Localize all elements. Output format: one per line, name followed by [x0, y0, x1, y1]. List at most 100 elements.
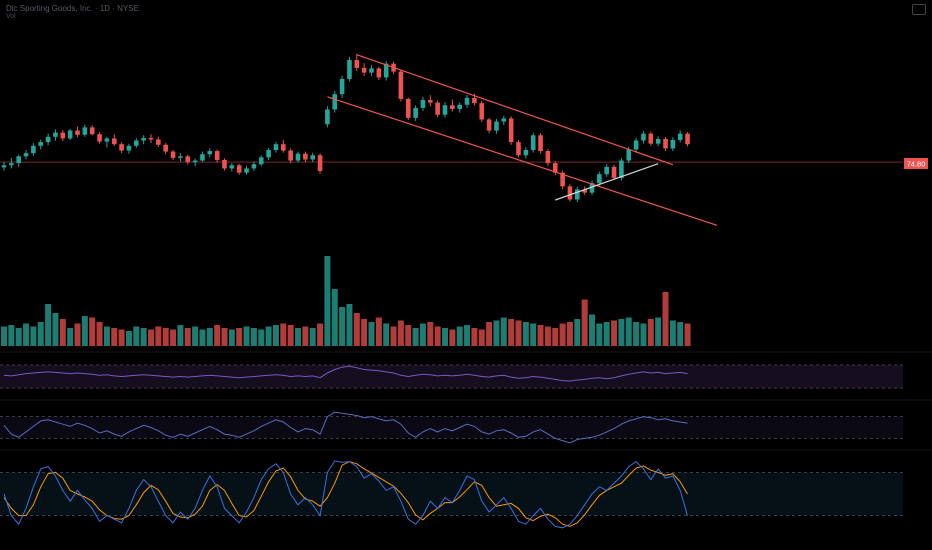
volume-bar	[162, 328, 169, 346]
price-tag-text: 74.80	[907, 160, 926, 169]
volume-bar	[434, 326, 441, 346]
candle-body	[9, 163, 14, 166]
candle-body	[134, 140, 139, 146]
volume-bar	[228, 329, 235, 346]
candle-body	[16, 156, 21, 164]
candle-body	[663, 138, 668, 149]
volume-bar	[449, 329, 456, 346]
fullscreen-button[interactable]	[912, 4, 926, 15]
candle-body	[82, 127, 88, 135]
rsi-pane	[0, 364, 903, 389]
candle-body	[67, 130, 73, 139]
channel-lower	[327, 96, 718, 226]
stoch-k-line	[3, 460, 688, 529]
volume-bar	[515, 320, 522, 346]
volume-bar	[317, 323, 324, 346]
rsi-band	[0, 364, 903, 389]
candle-body	[420, 100, 426, 108]
candle-body	[670, 140, 676, 149]
candle-body	[428, 100, 433, 103]
volume-bar	[368, 322, 375, 346]
volume-bar	[618, 319, 625, 346]
volume-bar	[331, 289, 338, 346]
volume-bar	[419, 323, 426, 346]
candle-body	[148, 137, 154, 140]
volume-bar	[177, 325, 184, 346]
volume-bar	[596, 323, 603, 346]
volume-bar	[544, 326, 551, 346]
candle-body	[325, 109, 330, 125]
candle-body	[214, 151, 220, 160]
candle-body	[575, 189, 580, 200]
volume-bar	[206, 328, 213, 346]
price-pane	[0, 53, 903, 203]
volume-bar	[89, 317, 96, 346]
price-tag-box	[904, 158, 928, 169]
volume-bar	[324, 256, 331, 346]
volume-bar	[37, 322, 44, 346]
rsi-line	[3, 365, 688, 382]
candle-body	[104, 138, 110, 142]
volume-bar	[574, 319, 581, 346]
volume-bar	[243, 326, 250, 346]
volume-bar	[118, 329, 125, 346]
candle-body	[685, 133, 690, 145]
candle-body	[266, 150, 271, 158]
candle-body	[38, 142, 44, 146]
cci-line	[3, 411, 688, 444]
candle-body	[200, 154, 205, 161]
volume-bar	[302, 326, 309, 346]
volume-bar	[559, 323, 566, 346]
volume-bar	[111, 328, 118, 346]
volume-bar	[537, 325, 544, 346]
volume-bar	[566, 322, 573, 346]
volume-bar	[133, 326, 140, 346]
candle-body	[317, 155, 323, 172]
candle-body	[472, 97, 477, 104]
volume-bar	[361, 319, 368, 346]
candle-body	[126, 145, 132, 151]
volume-bar	[500, 317, 507, 346]
volume-bar	[103, 326, 110, 346]
candle-body	[560, 172, 565, 187]
volume-bar	[23, 323, 30, 346]
channel-upper	[356, 54, 674, 166]
volume-bar	[611, 320, 618, 346]
candle-body	[464, 97, 470, 105]
support-line	[555, 163, 659, 201]
candle-body	[508, 118, 514, 143]
volume-bar	[96, 322, 103, 346]
candle-body	[111, 138, 117, 145]
candle-body	[523, 150, 529, 156]
candle-body	[486, 119, 492, 131]
candle-body	[538, 135, 543, 152]
candle-body	[23, 153, 29, 157]
candle-body	[655, 138, 661, 144]
candle-body	[303, 153, 308, 160]
volume-bar	[125, 331, 132, 346]
volume-bar	[397, 320, 404, 346]
candle-body	[229, 165, 235, 169]
candle-body	[295, 153, 301, 161]
volume-bar	[199, 329, 206, 346]
trendline-overlays[interactable]	[327, 54, 718, 226]
candle-body	[611, 166, 617, 178]
candle-body	[222, 160, 227, 169]
volume-bar	[493, 320, 500, 346]
candle-body	[479, 103, 485, 120]
candle-body	[339, 78, 345, 95]
volume-bar	[295, 328, 301, 346]
volume-bar	[280, 323, 287, 346]
candle-body	[347, 60, 352, 79]
volume-bar	[662, 292, 669, 346]
candle-body	[641, 133, 646, 141]
volume-bar	[471, 328, 478, 346]
volume-bar	[346, 304, 353, 346]
candle-body	[545, 151, 551, 164]
volume-bar	[647, 319, 654, 346]
volume-bar	[669, 320, 676, 346]
volume-bar	[67, 328, 74, 346]
candle-body	[192, 160, 198, 163]
volume-bar	[287, 325, 294, 346]
